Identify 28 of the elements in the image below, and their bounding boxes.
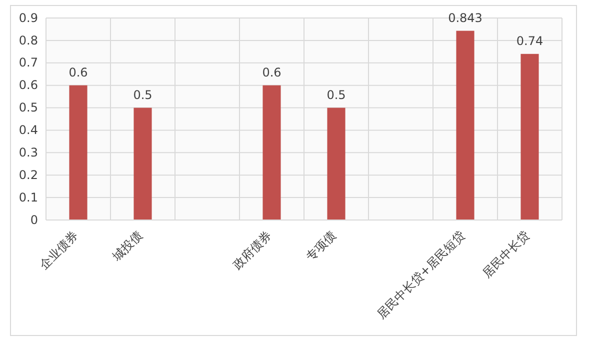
- data-label: 0.6: [68, 65, 88, 80]
- x-tick-label: 专项债: [303, 228, 338, 264]
- y-tick-label: 0.3: [18, 146, 38, 160]
- x-tick-label: 居民中长贷+居民短贷: [374, 228, 468, 322]
- x-tick-label: 城投债: [108, 228, 145, 264]
- bar: [69, 85, 88, 220]
- bar: [520, 54, 539, 220]
- data-label: 0.74: [516, 34, 544, 48]
- x-tick-label: 企业债券: [36, 228, 80, 272]
- y-tick-label: 0.7: [18, 56, 38, 70]
- y-tick-label: 0.8: [18, 33, 38, 48]
- bar: [134, 108, 152, 220]
- y-tick-label: 0.9: [18, 10, 38, 25]
- data-label: 0.5: [133, 88, 152, 102]
- x-tick-label: 居民中长贷: [480, 228, 532, 281]
- y-tick-label: 0.6: [18, 78, 38, 92]
- y-tick-label: 0.5: [18, 100, 38, 115]
- data-label: 0.5: [326, 88, 346, 102]
- bar: [262, 85, 281, 220]
- y-tick-label: 0.2: [18, 168, 38, 182]
- y-tick-label: 0: [30, 212, 38, 227]
- bar: [456, 30, 474, 220]
- y-tick-label: 0.1: [18, 190, 38, 204]
- data-label: 0.6: [262, 65, 282, 80]
- x-tick-label: 政府债券: [230, 228, 274, 272]
- y-tick-label: 0.4: [18, 123, 38, 138]
- bar: [327, 108, 346, 220]
- data-label: 0.843: [448, 10, 482, 25]
